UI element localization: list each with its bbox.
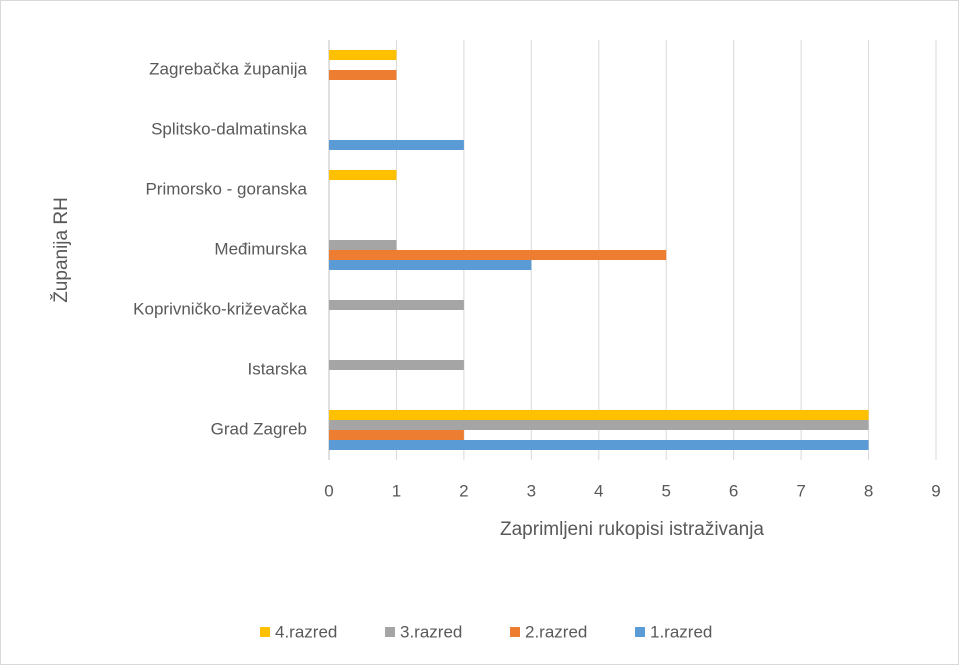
bar <box>329 50 397 60</box>
x-tick-label: 6 <box>729 481 738 500</box>
y-tick-label: Primorsko - goranska <box>145 179 307 198</box>
x-tick-label: 5 <box>661 481 670 500</box>
y-axis-title: Županija RH <box>50 197 72 303</box>
bar <box>329 250 667 260</box>
x-tick-label: 1 <box>392 481 401 500</box>
legend-label: 2.razred <box>525 622 587 641</box>
bar <box>329 140 464 150</box>
x-tick-label: 4 <box>594 481 603 500</box>
y-tick-label: Splitsko-dalmatinska <box>151 119 307 138</box>
legend-swatch <box>260 627 270 637</box>
legend-label: 3.razred <box>400 622 462 641</box>
y-tick-label: Međimurska <box>214 239 307 258</box>
x-axis-title: Zaprimljeni rukopisi istraživanja <box>500 519 764 540</box>
x-tick-label: 3 <box>527 481 536 500</box>
bar <box>329 360 464 370</box>
bar <box>329 300 464 310</box>
x-tick-label: 7 <box>796 481 805 500</box>
x-tick-label: 0 <box>324 481 333 500</box>
legend-swatch <box>635 627 645 637</box>
bar <box>329 260 532 270</box>
bar <box>329 430 464 440</box>
legend-swatch <box>510 627 520 637</box>
bar <box>329 240 397 250</box>
y-tick-label: Koprivničko-križevačka <box>133 299 307 318</box>
bar <box>329 410 869 420</box>
bar <box>329 70 397 80</box>
legend-label: 4.razred <box>275 622 337 641</box>
bar <box>329 440 869 450</box>
x-tick-label: 2 <box>459 481 468 500</box>
legend-swatch <box>385 627 395 637</box>
y-tick-label: Zagrebačka županija <box>149 59 307 78</box>
y-tick-label: Istarska <box>247 359 307 378</box>
y-tick-label: Grad Zagreb <box>211 419 307 438</box>
bar <box>329 170 397 180</box>
x-tick-label: 8 <box>864 481 873 500</box>
bar <box>329 420 869 430</box>
legend-label: 1.razred <box>650 622 712 641</box>
x-tick-label: 9 <box>931 481 940 500</box>
